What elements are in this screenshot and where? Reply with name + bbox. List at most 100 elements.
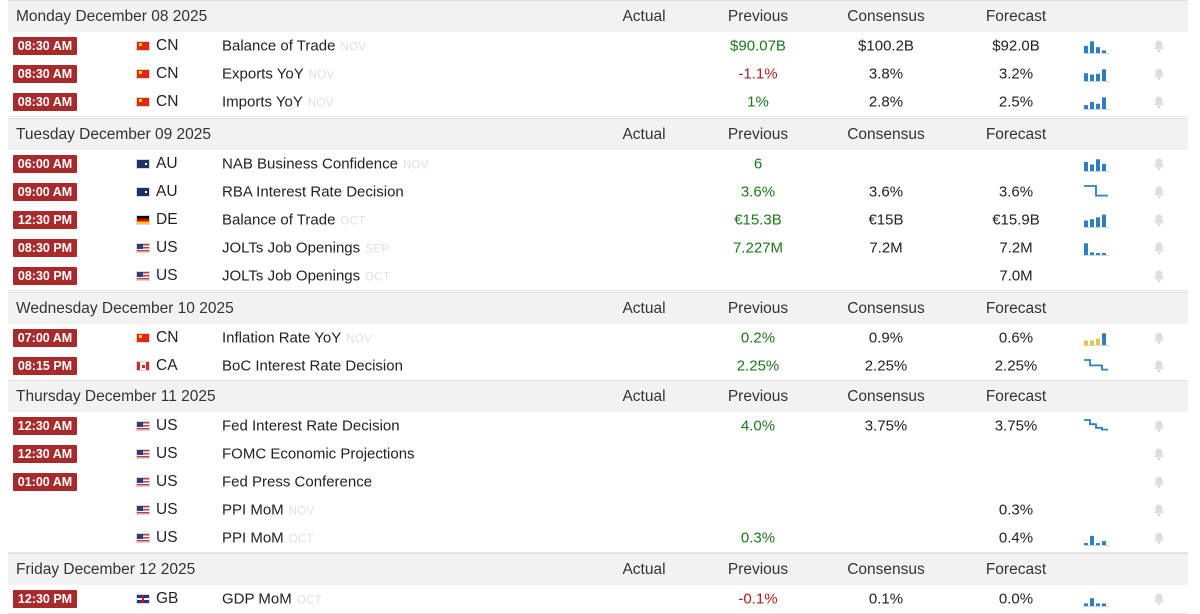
- forecast-value[interactable]: 2.25%: [994, 357, 1038, 375]
- forecast-value[interactable]: 2.5%: [998, 93, 1034, 111]
- event-row[interactable]: 12:30 AM US Fed Interest Rate Decision 4.0%…: [8, 412, 1188, 441]
- event-name-link[interactable]: PPI MoM OCT: [222, 530, 314, 547]
- column-forecast[interactable]: Forecast: [985, 125, 1047, 143]
- reference-period: OCT: [340, 215, 366, 228]
- forecast-value[interactable]: 0.3%: [998, 501, 1034, 519]
- alert-bell-icon[interactable]: [1152, 447, 1166, 461]
- column-consensus[interactable]: Consensus: [847, 299, 925, 317]
- column-actual[interactable]: Actual: [622, 560, 666, 578]
- forecast-value[interactable]: $92.0B: [992, 37, 1040, 55]
- alert-bell-icon[interactable]: [1152, 359, 1166, 373]
- column-actual[interactable]: Actual: [622, 7, 666, 25]
- event-name-link[interactable]: Balance of Trade NOV: [222, 38, 366, 55]
- column-consensus[interactable]: Consensus: [847, 7, 925, 25]
- event-row[interactable]: 08:30 AM CN Exports YoY NOV -1.1% 3.8% 3.2%: [8, 60, 1188, 89]
- event-name-link[interactable]: PPI MoM NOV: [222, 502, 315, 519]
- column-previous[interactable]: Previous: [727, 387, 789, 405]
- event-name-link[interactable]: NAB Business Confidence NOV: [222, 156, 429, 173]
- event-name-link[interactable]: Fed Press Conference: [222, 474, 372, 491]
- alert-bell-icon[interactable]: [1152, 95, 1166, 109]
- event-name: Imports YoY: [222, 93, 303, 111]
- column-previous[interactable]: Previous: [727, 7, 789, 25]
- alert-bell-icon[interactable]: [1152, 157, 1166, 171]
- alert-bell-icon[interactable]: [1152, 185, 1166, 199]
- event-name-link[interactable]: Exports YoY NOV: [222, 66, 335, 83]
- column-consensus[interactable]: Consensus: [847, 387, 925, 405]
- event-name-link[interactable]: Inflation Rate YoY NOV: [222, 330, 372, 347]
- forecast-value[interactable]: 0.0%: [998, 590, 1034, 608]
- mixed-bars-icon[interactable]: [1082, 330, 1110, 346]
- column-actual[interactable]: Actual: [622, 387, 666, 405]
- event-name-link[interactable]: BoC Interest Rate Decision: [222, 358, 403, 375]
- column-consensus[interactable]: Consensus: [847, 560, 925, 578]
- event-row[interactable]: 12:30 AM US FOMC Economic Projections: [8, 440, 1188, 469]
- forecast-value[interactable]: 0.6%: [998, 329, 1034, 347]
- event-row[interactable]: 07:00 AM CN Inflation Rate YoY NOV 0.2% 0.9% 0…: [8, 324, 1188, 353]
- reference-period: OCT: [288, 533, 314, 546]
- event-row[interactable]: 01:00 AM US Fed Press Conference: [8, 468, 1188, 497]
- bars-icon[interactable]: [1082, 66, 1110, 82]
- bars-icon[interactable]: [1082, 240, 1110, 256]
- column-forecast[interactable]: Forecast: [985, 299, 1047, 317]
- alert-bell-icon[interactable]: [1152, 531, 1166, 545]
- event-row[interactable]: 08:15 PM CA BoC Interest Rate Decision 2.25…: [8, 352, 1188, 381]
- event-row[interactable]: 06:00 AM AU NAB Business Confidence NOV 6: [8, 150, 1188, 179]
- alert-bell-icon[interactable]: [1152, 592, 1166, 606]
- event-name-link[interactable]: Balance of Trade OCT: [222, 212, 366, 229]
- column-previous[interactable]: Previous: [727, 560, 789, 578]
- column-consensus[interactable]: Consensus: [847, 125, 925, 143]
- alert-bell-icon[interactable]: [1152, 39, 1166, 53]
- column-previous[interactable]: Previous: [727, 299, 789, 317]
- forecast-value[interactable]: 7.2M: [999, 239, 1033, 257]
- forecast-value[interactable]: 7.0M: [999, 267, 1033, 285]
- column-forecast[interactable]: Forecast: [985, 560, 1047, 578]
- forecast-value[interactable]: €15.9B: [992, 211, 1040, 229]
- alert-bell-icon[interactable]: [1152, 503, 1166, 517]
- bars-icon[interactable]: [1082, 212, 1110, 228]
- bars-icon[interactable]: [1082, 38, 1110, 54]
- event-name-link[interactable]: FOMC Economic Projections: [222, 446, 415, 463]
- forecast-value[interactable]: 3.6%: [998, 183, 1034, 201]
- alert-bell-icon[interactable]: [1152, 475, 1166, 489]
- bars-icon[interactable]: [1082, 94, 1110, 110]
- step-line-icon[interactable]: [1082, 358, 1110, 374]
- event-row[interactable]: 12:30 PM DE Balance of Trade OCT €15.3B €15B €…: [8, 206, 1188, 235]
- forecast-value[interactable]: 0.4%: [998, 529, 1034, 547]
- column-forecast[interactable]: Forecast: [985, 7, 1047, 25]
- bars-icon[interactable]: [1082, 530, 1110, 546]
- event-name-link[interactable]: JOLTs Job Openings OCT: [222, 268, 390, 285]
- column-actual[interactable]: Actual: [622, 299, 666, 317]
- country-code: CN: [156, 65, 179, 82]
- event-name-link[interactable]: Fed Interest Rate Decision: [222, 418, 400, 435]
- column-forecast[interactable]: Forecast: [985, 387, 1047, 405]
- forecast-value[interactable]: 3.75%: [994, 417, 1038, 435]
- column-previous[interactable]: Previous: [727, 125, 789, 143]
- event-name-link[interactable]: RBA Interest Rate Decision: [222, 184, 404, 201]
- event-row[interactable]: 08:30 PM US JOLTs Job Openings OCT 7.0M: [8, 262, 1188, 291]
- reference-period: SEP: [365, 243, 390, 256]
- event-row[interactable]: 08:30 AM CN Balance of Trade NOV $90.07B $100…: [8, 32, 1188, 61]
- alert-bell-icon[interactable]: [1152, 67, 1166, 81]
- event-name-link[interactable]: JOLTs Job Openings SEP: [222, 240, 389, 257]
- event-name-link[interactable]: Imports YoY NOV: [222, 94, 334, 111]
- event-name-link[interactable]: GDP MoM OCT: [222, 591, 322, 608]
- bars-icon[interactable]: [1082, 156, 1110, 172]
- forecast-value[interactable]: 3.2%: [998, 65, 1034, 83]
- event-row[interactable]: 12:30 PM GB GDP MoM OCT -0.1% 0.1% 0.0%: [8, 585, 1188, 614]
- alert-bell-icon[interactable]: [1152, 419, 1166, 433]
- alert-bell-icon[interactable]: [1152, 269, 1166, 283]
- alert-bell-icon[interactable]: [1152, 213, 1166, 227]
- step-line-icon[interactable]: [1082, 418, 1110, 434]
- time-badge: 01:00 AM: [13, 473, 77, 491]
- event-row[interactable]: 08:30 AM CN Imports YoY NOV 1% 2.8% 2.5%: [8, 88, 1188, 117]
- step-line-icon[interactable]: [1082, 184, 1110, 200]
- column-actual[interactable]: Actual: [622, 125, 666, 143]
- bars-icon[interactable]: [1082, 591, 1110, 607]
- alert-bell-icon[interactable]: [1152, 331, 1166, 345]
- event-row[interactable]: US PPI MoM OCT 0.3% 0.4%: [8, 524, 1188, 553]
- event-row[interactable]: US PPI MoM NOV 0.3%: [8, 496, 1188, 525]
- event-row[interactable]: 09:00 AM AU RBA Interest Rate Decision 3.6%…: [8, 178, 1188, 207]
- event-row[interactable]: 08:30 PM US JOLTs Job Openings SEP 7.227M 7.2…: [8, 234, 1188, 263]
- time-badge: 07:00 AM: [13, 329, 77, 347]
- alert-bell-icon[interactable]: [1152, 241, 1166, 255]
